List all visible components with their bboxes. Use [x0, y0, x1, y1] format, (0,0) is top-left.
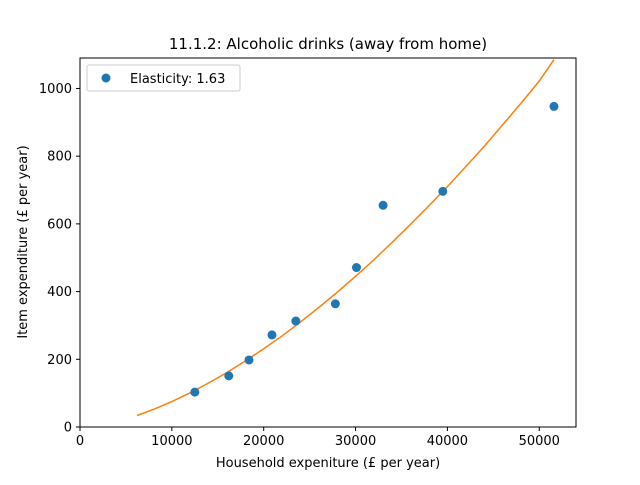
x-tick-label: 40000 [427, 434, 468, 449]
legend-marker [101, 73, 111, 83]
x-tick-label: 20000 [243, 434, 284, 449]
y-tick-label: 200 [47, 353, 72, 368]
data-point [351, 263, 361, 273]
data-point [330, 299, 340, 309]
data-point [267, 330, 277, 340]
fit-curve [136, 59, 555, 417]
data-point [291, 316, 301, 326]
plot-layer [136, 59, 559, 417]
data-point [438, 186, 448, 196]
chart-title: 11.1.2: Alcoholic drinks (away from home… [169, 35, 487, 53]
y-tick-label: 0 [64, 421, 72, 436]
data-point [190, 387, 200, 397]
legend: Elasticity: 1.63 [86, 64, 241, 92]
x-tick-label: 10000 [151, 434, 192, 449]
y-axis: 0 200 400 600 800 1000 [39, 82, 80, 436]
plot-frame [79, 57, 577, 428]
x-tick-label: 30000 [335, 434, 376, 449]
x-tick-label: 0 [76, 434, 84, 449]
data-point [244, 355, 254, 365]
x-tick-label: 50000 [519, 434, 560, 449]
y-tick-label: 400 [47, 285, 72, 300]
x-axis: 0 10000 20000 30000 40000 50000 [76, 427, 560, 449]
y-tick-label: 1000 [39, 82, 72, 97]
x-axis-label: Household expeniture (£ per year) [216, 456, 440, 471]
legend-box [86, 64, 241, 92]
data-point [378, 200, 388, 210]
data-point [224, 371, 234, 381]
data-point [549, 101, 559, 111]
y-tick-label: 600 [47, 217, 72, 232]
y-tick-label: 800 [47, 150, 72, 165]
legend-label: Elasticity: 1.63 [130, 72, 225, 87]
y-axis-label: Item expenditure (£ per year) [16, 145, 31, 338]
